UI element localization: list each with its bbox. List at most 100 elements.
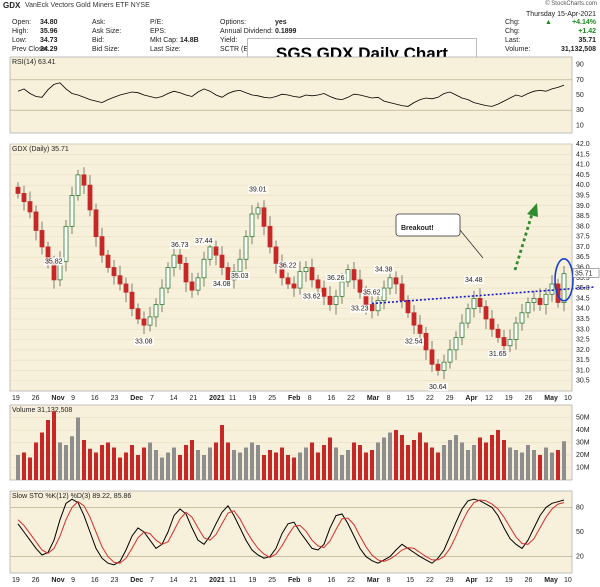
volume-bar [364,452,368,480]
quote-label: Last: [505,37,521,44]
candle-body [165,267,171,289]
quote-label: Prev Close: [12,46,49,53]
sto-tick-label: 50 [576,529,584,536]
volume-bar [400,435,404,480]
volume-bar [514,450,518,480]
volume-bar [52,411,56,480]
price-x-tick-label: 12 [485,395,493,402]
up-arrow-icon: ▲ [545,19,552,26]
volume-bar [256,445,260,480]
quote-value: 35.71 [578,37,596,44]
volume-bar [250,442,254,480]
quote-value: yes [275,19,287,26]
candle-body [189,281,195,291]
candle-body [513,322,519,340]
candle-body [69,195,75,227]
sto-tick-label: 80 [576,504,584,511]
volume-bar [436,452,440,480]
candle-body [105,254,111,268]
volume-bar [442,445,446,480]
candle-body [519,312,525,324]
price-x-tick-label: Dec [130,395,143,402]
price-x-tick-label: 22 [347,395,355,402]
volume-bar [340,455,344,480]
candle-body [171,254,177,268]
candle-body [33,211,39,231]
price-x-tick-label: Feb [288,395,300,402]
price-label-bg [302,292,322,301]
candle-body [237,258,243,273]
sto-x-tick-label: 19 [249,577,257,584]
quote-label: Volume: [505,46,531,53]
price-label: 33.62 [303,293,321,300]
volume-bar [394,430,398,480]
candle-body [39,230,45,248]
price-x-tick-label: 22 [426,395,434,402]
price-label: 37.44 [195,238,213,245]
candle-body [525,302,531,314]
quote-label: Options: [220,19,247,26]
volume-bar [532,450,536,480]
price-x-tick-label: 19 [249,395,257,402]
candle-body [471,297,477,310]
price-label: 36.26 [327,275,345,282]
candle-body [267,225,273,248]
candle-body [51,262,57,281]
volume-tick-label: 30M [576,440,590,447]
quote-value: +1.42 [578,28,596,35]
price-tick-label: 36.5 [576,254,590,261]
volume-bar [106,442,110,480]
candle-body [141,318,147,326]
price-tick-label: 40.5 [576,172,590,179]
candle-body [255,207,261,215]
volume-bar [268,450,272,480]
volume-bar [100,445,104,480]
candle-body [303,267,309,273]
price-tick-label: 30.5 [576,378,590,385]
volume-bar [298,452,302,480]
volume-bar [406,445,410,480]
volume-bar [124,452,128,480]
price-label: 34.48 [465,277,483,284]
stochastic-panel [9,490,573,574]
quote-label: Open: [12,19,32,26]
candle-body [249,213,255,238]
candle-body [177,254,183,264]
volume-bar [484,442,488,480]
sto-x-tick-label: 26 [32,577,40,584]
volume-bar [304,447,308,480]
volume-bar [154,450,158,480]
sto-x-tick-label: 8 [308,577,312,584]
volume-bar [316,452,320,480]
volume-bar [16,455,20,480]
arrow-head-icon [527,203,538,217]
volume-bar [556,450,560,480]
rsi-panel [9,56,573,134]
price-label: 33.08 [135,339,153,346]
candle-body [411,312,417,326]
quote-value: 0.1899 [275,28,297,35]
candle-body [549,283,555,295]
volume-bar [88,448,92,480]
volume-bar [352,442,356,480]
volume-bar [334,447,338,480]
volume-tick-label: 20M [576,452,590,459]
volume-bar [274,452,278,480]
volume-bar [22,452,26,480]
candle-body [441,361,447,371]
price-label: 36.73 [171,242,189,249]
candle-body [369,304,375,312]
price-x-tick-label: Nov [51,395,64,402]
sto-x-tick-label: May [544,577,558,584]
sto-x-tick-label: 12 [485,577,493,584]
volume-bar [478,437,482,480]
price-tick-label: 34.5 [576,295,590,302]
volume-bar [196,450,200,480]
price-x-tick-label: 25 [268,395,276,402]
volume-bar [454,435,458,480]
volume-bar [490,435,494,480]
sto-x-tick-label: 8 [387,577,391,584]
price-tick-label: 37.0 [576,244,590,251]
quote-label: Mkt Cap: [150,37,179,44]
volume-bar [502,440,506,480]
